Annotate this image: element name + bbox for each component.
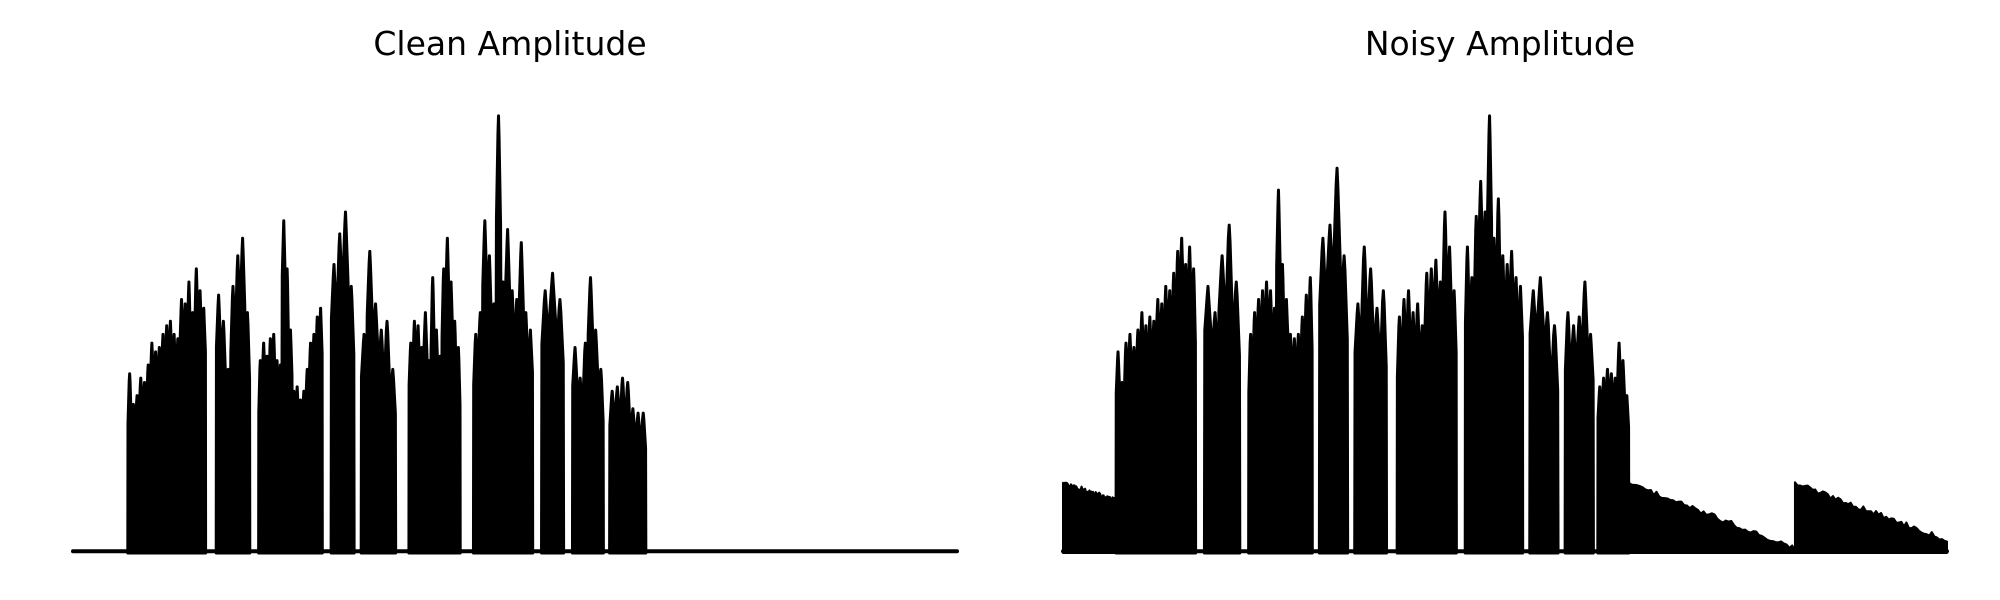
amplitude-burst-5 xyxy=(359,249,398,555)
amplitude-burst-5 xyxy=(1353,245,1389,555)
chart-title-clean: Clean Amplitude xyxy=(373,24,647,63)
amplitude-burst-6 xyxy=(407,236,462,555)
amplitude-burst-8 xyxy=(1528,276,1560,555)
amplitude-burst-3 xyxy=(1247,188,1314,555)
amplitude-burst-4 xyxy=(329,210,356,555)
amplitude-burst-10 xyxy=(608,376,648,555)
amplitude-burst-8 xyxy=(540,271,566,555)
amplitude-burst-10 xyxy=(1596,341,1631,555)
amplitude-burst-2 xyxy=(1202,223,1242,555)
amplitude-burst-3 xyxy=(257,219,324,555)
amplitude-burst-9 xyxy=(570,276,605,555)
chart-title-noisy: Noisy Amplitude xyxy=(1364,24,1636,63)
amplitude-burst-7 xyxy=(471,114,535,555)
amplitude-burst-1 xyxy=(1114,236,1198,555)
amplitude-burst-4 xyxy=(1317,166,1350,555)
noise-floor-3 xyxy=(1793,481,1948,554)
clean-amplitude-plot xyxy=(71,114,959,555)
amplitude-burst-2 xyxy=(214,236,252,555)
noisy-amplitude-plot xyxy=(1061,114,1949,555)
amplitude-burst-9 xyxy=(1563,280,1595,555)
amplitude-burst-7 xyxy=(1463,114,1525,555)
noise-floor-1 xyxy=(1062,481,1118,554)
amplitude-burst-1 xyxy=(126,267,208,555)
amplitude-burst-6 xyxy=(1395,210,1458,555)
noise-floor-2 xyxy=(1627,481,1796,554)
